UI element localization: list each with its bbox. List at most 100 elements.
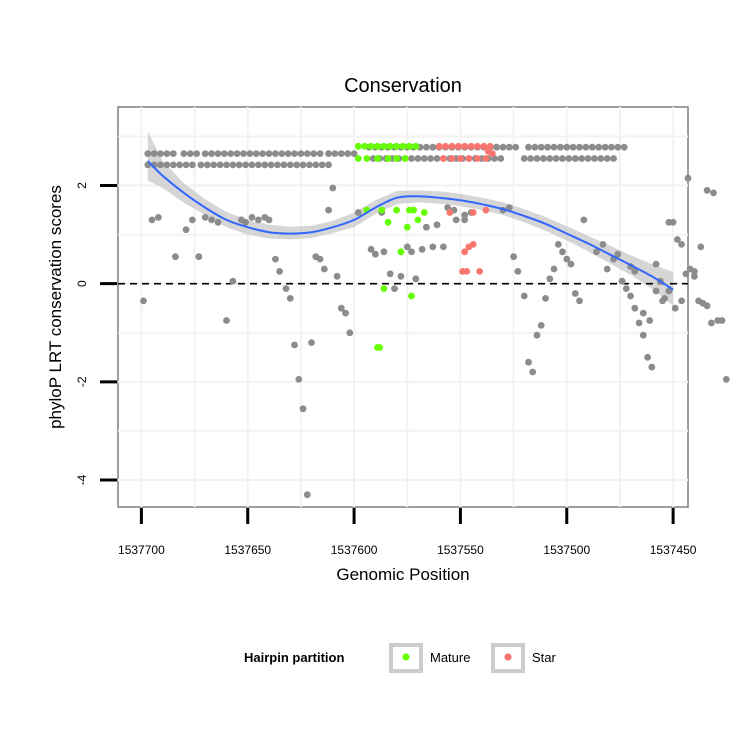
point-other (291, 150, 298, 158)
point-other (316, 150, 324, 158)
point-other (252, 150, 260, 158)
point-other (691, 268, 698, 275)
point-other (337, 304, 345, 312)
point-other (286, 161, 294, 169)
point-mature (378, 206, 386, 214)
point-other (674, 236, 681, 243)
point-other (350, 150, 358, 158)
point-other (201, 150, 209, 158)
point-other (691, 272, 698, 280)
point-star (435, 142, 443, 150)
point-other (520, 292, 528, 300)
point-other (312, 161, 320, 169)
point-other (306, 161, 313, 169)
point-mature (367, 142, 375, 150)
point-other (461, 216, 469, 224)
point-other (614, 143, 622, 151)
point-other (563, 255, 571, 263)
point-other (722, 376, 730, 383)
point-other (186, 150, 194, 158)
legend-label-star: Star (532, 650, 557, 665)
point-other (276, 268, 283, 275)
point-other (278, 150, 286, 158)
point-other (346, 329, 354, 337)
point-other (333, 272, 341, 280)
point-other (208, 150, 216, 158)
point-other (708, 319, 715, 327)
point-other (563, 143, 571, 151)
point-other (163, 150, 171, 158)
x-tick-label: 1537650 (224, 543, 271, 557)
point-other (505, 143, 513, 151)
point-mature (374, 344, 381, 351)
point-other (631, 304, 639, 312)
point-mature (408, 292, 415, 300)
point-other (182, 226, 190, 234)
point-other (718, 317, 726, 324)
point-star (448, 155, 456, 162)
point-other (367, 245, 375, 253)
point-other (342, 309, 349, 317)
point-other (595, 143, 603, 151)
point-other (627, 292, 634, 300)
point-other (242, 218, 250, 226)
point-other (176, 161, 184, 169)
point-other (284, 150, 292, 158)
point-other (631, 268, 639, 275)
x-tick-label: 1537700 (118, 543, 165, 557)
point-other (216, 161, 224, 169)
point-other (659, 297, 666, 305)
point-other (571, 155, 579, 162)
point-other (608, 143, 615, 151)
point-other (499, 143, 507, 151)
point-other (576, 297, 583, 305)
point-other (308, 339, 315, 346)
point-other (588, 143, 596, 151)
point-other (189, 216, 196, 224)
point-other (423, 223, 430, 231)
point-other (414, 155, 422, 162)
point-other (303, 150, 311, 158)
x-tick-label: 1537550 (437, 543, 484, 557)
x-tick-label: 1537450 (650, 543, 697, 557)
point-other (427, 155, 434, 162)
point-other (537, 322, 545, 329)
point-other (193, 150, 201, 158)
point-other (157, 161, 164, 169)
point-other (429, 243, 437, 251)
point-other (391, 285, 398, 292)
point-other (682, 270, 690, 278)
point-star (469, 209, 477, 216)
point-other (546, 275, 554, 283)
point-other (163, 161, 171, 169)
point-other (567, 260, 575, 268)
point-other (593, 248, 600, 256)
point-other (531, 143, 539, 151)
point-mature (361, 142, 369, 150)
point-other (201, 214, 209, 221)
point-other (169, 161, 177, 169)
point-other (261, 161, 269, 169)
smooth-trend-line (147, 160, 674, 291)
point-other (684, 174, 692, 182)
x-tick-label: 1537600 (331, 543, 378, 557)
point-other (429, 143, 437, 151)
point-other (325, 150, 332, 158)
legend-title: Hairpin partition (244, 650, 344, 665)
point-other (614, 250, 622, 258)
point-other (520, 155, 528, 162)
point-other (420, 155, 428, 162)
point-other (550, 265, 558, 273)
point-other (310, 150, 318, 158)
point-other (652, 287, 660, 295)
point-star (463, 268, 471, 275)
point-other (423, 143, 430, 151)
x-tick-label: 1537500 (543, 543, 590, 557)
point-other (242, 161, 250, 169)
point-other (639, 309, 647, 317)
point-other (433, 155, 441, 162)
point-other (582, 143, 590, 151)
point-star (476, 268, 483, 275)
point-other (291, 341, 298, 349)
